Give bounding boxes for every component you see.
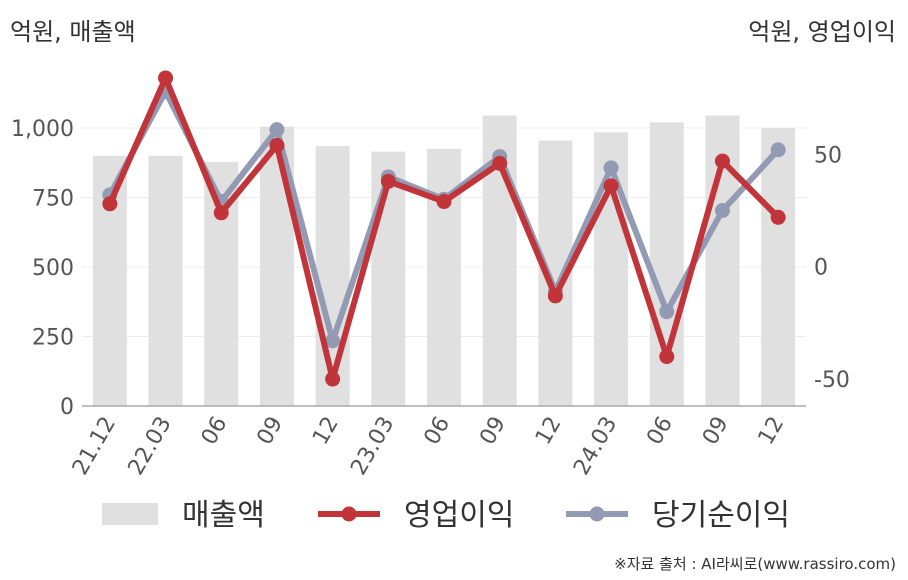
x-axis-tick-label: 22.03 <box>124 413 177 480</box>
x-axis-tick-label: 09 <box>698 413 734 450</box>
bar <box>761 128 796 406</box>
legend-label: 당기순이익 <box>652 498 790 533</box>
right-axis-tick-label: 50 <box>814 143 842 168</box>
x-axis-tick-label: 24.03 <box>569 413 622 480</box>
bar <box>371 151 406 406</box>
operating-profit-point <box>325 371 341 387</box>
x-axis-tick-label: 06 <box>420 413 456 450</box>
bar <box>315 146 350 406</box>
operating-profit-point <box>492 155 508 171</box>
legend-swatch-marker <box>341 506 357 522</box>
operating-profit-point <box>770 209 786 225</box>
left-axis-tick-label: 500 <box>32 256 74 281</box>
net-income-point <box>269 122 285 138</box>
operating-profit-point <box>380 173 396 189</box>
net-income-point <box>714 203 730 219</box>
left-axis-tick-label: 0 <box>60 395 74 420</box>
legend-swatch-bar <box>102 503 158 525</box>
x-axis-tick-label: 23.03 <box>346 413 399 480</box>
right-axis-unit-label: 억원, 영업이익 <box>748 18 896 46</box>
operating-profit-point <box>213 205 229 221</box>
net-income-point <box>325 333 341 349</box>
left-axis-unit-label: 억원, 매출액 <box>10 18 136 46</box>
x-axis-tick-label: 12 <box>308 413 344 450</box>
legend-label: 매출액 <box>182 498 265 533</box>
left-axis-tick-label: 1,000 <box>11 117 74 142</box>
net-income-point <box>603 160 619 176</box>
operating-profit-point <box>102 196 118 212</box>
right-axis-tick-label: 0 <box>814 256 828 281</box>
operating-profit-point <box>547 288 563 304</box>
operating-profit-point <box>158 70 174 86</box>
legend-swatch-marker <box>589 506 605 522</box>
operating-profit-point <box>603 178 619 194</box>
x-axis-tick-label: 06 <box>642 413 678 450</box>
source-note: ※자료 출처 : AI라씨로(www.rassiro.com) <box>614 555 896 573</box>
x-axis-tick-label: 21.12 <box>68 413 121 480</box>
bar <box>148 155 183 406</box>
operating-profit-point <box>269 137 285 153</box>
x-axis-tick-label: 09 <box>252 413 288 450</box>
operating-profit-point <box>436 194 452 210</box>
right-axis-tick-label: -50 <box>814 368 850 393</box>
operating-profit-point <box>659 349 675 365</box>
x-axis-tick-label: 06 <box>197 413 233 450</box>
operating-profit-point <box>714 153 730 169</box>
x-axis-tick-label: 12 <box>754 413 790 450</box>
legend-label: 영업이익 <box>404 498 514 533</box>
x-axis-tick-label: 09 <box>475 413 511 450</box>
x-axis-tick-label: 12 <box>531 413 567 450</box>
left-axis-tick-label: 750 <box>32 187 74 212</box>
left-axis-tick-label: 250 <box>32 326 74 351</box>
bar <box>594 132 629 407</box>
net-income-point <box>659 304 675 320</box>
net-income-point <box>770 142 786 158</box>
